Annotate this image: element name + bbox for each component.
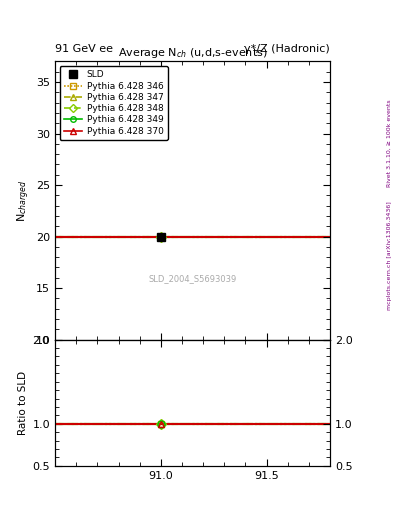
Y-axis label: N$_{charged}$: N$_{charged}$ (15, 179, 32, 222)
Text: γ*/Z (Hadronic): γ*/Z (Hadronic) (244, 44, 330, 54)
Text: 91 GeV ee: 91 GeV ee (55, 44, 113, 54)
Text: SLD_2004_S5693039: SLD_2004_S5693039 (149, 274, 237, 283)
Legend: SLD, Pythia 6.428 346, Pythia 6.428 347, Pythia 6.428 348, Pythia 6.428 349, Pyt: SLD, Pythia 6.428 346, Pythia 6.428 347,… (59, 66, 168, 140)
Text: Rivet 3.1.10, ≥ 100k events: Rivet 3.1.10, ≥ 100k events (387, 99, 391, 187)
Title: Average N$_{ch}$ (u,d,s-events): Average N$_{ch}$ (u,d,s-events) (118, 46, 267, 60)
Text: mcplots.cern.ch [arXiv:1306.3436]: mcplots.cern.ch [arXiv:1306.3436] (387, 202, 391, 310)
Y-axis label: Ratio to SLD: Ratio to SLD (18, 371, 28, 435)
